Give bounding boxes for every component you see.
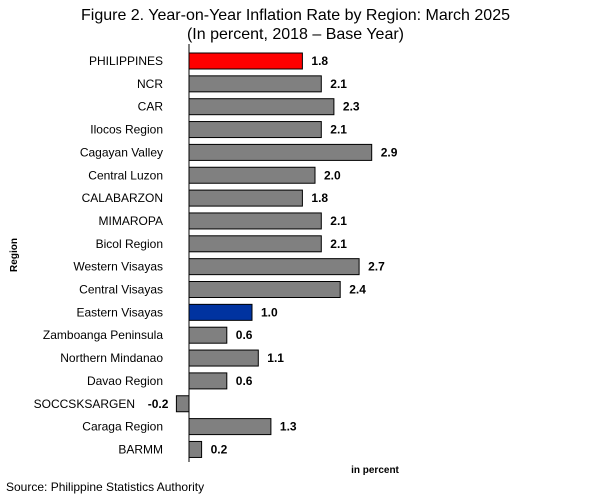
category-label-eastern-visayas: Eastern Visayas	[77, 305, 164, 319]
bar-central-visayas	[188, 281, 341, 298]
value-label-northern-mindanao: 1.1	[267, 351, 284, 365]
value-label-davao-region: 0.6	[236, 374, 253, 388]
value-label-cagayan-valley: 2.9	[381, 145, 398, 159]
chart-title-block: Figure 2. Year-on-Year Inflation Rate by…	[0, 6, 591, 44]
category-label-northern-mindanao: Northern Mindanao	[60, 351, 163, 365]
bar-caraga-region	[188, 418, 272, 436]
category-label-ilocos-region: Ilocos Region	[90, 123, 163, 137]
value-label-mimaropa: 2.1	[330, 214, 347, 228]
category-label-philippines: PHILIPPINES	[89, 54, 163, 68]
bar-bicol-region	[188, 235, 322, 253]
bar-soccsksargen	[175, 395, 190, 413]
bar-davao-region	[188, 372, 228, 390]
bar-calabarzon	[188, 189, 303, 207]
value-label-barmm: 0.2	[211, 442, 228, 456]
value-label-car: 2.3	[343, 100, 360, 114]
chart-subtitle: (In percent, 2018 – Base Year)	[186, 26, 405, 43]
value-label-caraga-region: 1.3	[280, 420, 297, 434]
category-label-calabarzon: CALABARZON	[82, 191, 163, 205]
category-label-caraga-region: Caraga Region	[82, 420, 163, 434]
value-label-zamboanga-peninsula: 0.6	[236, 328, 253, 342]
value-label-philippines: 1.8	[311, 54, 328, 68]
x-axis-title: in percent	[351, 465, 399, 476]
bar-northern-mindanao	[188, 349, 259, 367]
chart-title: Figure 2. Year-on-Year Inflation Rate by…	[80, 7, 510, 24]
value-label-ncr: 2.1	[330, 77, 347, 91]
bar-philippines	[188, 52, 303, 70]
category-label-western-visayas: Western Visayas	[73, 260, 163, 274]
category-label-car: CAR	[138, 100, 164, 114]
value-label-central-visayas: 2.4	[349, 283, 366, 297]
value-label-soccsksargen: -0.2	[148, 397, 169, 411]
category-label-davao-region: Davao Region	[87, 374, 163, 388]
category-label-central-visayas: Central Visayas	[79, 283, 163, 297]
value-label-central-luzon: 2.0	[324, 168, 341, 182]
bar-western-visayas	[188, 258, 360, 276]
bar-eastern-visayas	[188, 303, 253, 321]
category-label-bicol-region: Bicol Region	[96, 237, 163, 251]
value-label-ilocos-region: 2.1	[330, 123, 347, 137]
bar-ncr	[188, 75, 322, 93]
bar-central-luzon	[188, 166, 316, 184]
y-axis-title: Region	[9, 238, 20, 272]
bar-ilocos-region	[188, 121, 322, 139]
category-label-cagayan-valley: Cagayan Valley	[80, 145, 163, 159]
value-label-calabarzon: 1.8	[311, 191, 328, 205]
bar-zamboanga-peninsula	[188, 326, 228, 344]
bar-car	[188, 98, 335, 116]
category-label-barmm: BARMM	[118, 442, 163, 456]
category-label-central-luzon: Central Luzon	[88, 168, 163, 182]
source-note: Source: Philippine Statistics Authority	[6, 480, 205, 494]
category-label-soccsksargen: SOCCSKSARGEN	[34, 397, 135, 411]
value-label-bicol-region: 2.1	[330, 237, 347, 251]
category-label-mimaropa: MIMAROPA	[99, 214, 163, 228]
bar-barmm	[188, 440, 203, 458]
value-label-eastern-visayas: 1.0	[261, 305, 278, 319]
labels-layer: PHILIPPINES 1.8 NCR 2.1 CAR 2.3 Ilocos Region 2…	[34, 54, 398, 456]
bars-layer	[175, 52, 373, 458]
category-label-ncr: NCR	[137, 77, 163, 91]
value-label-western-visayas: 2.7	[368, 260, 385, 274]
category-label-zamboanga-peninsula: Zamboanga Peninsula	[43, 328, 163, 342]
bar-mimaropa	[188, 212, 322, 230]
bar-cagayan-valley	[188, 143, 373, 161]
